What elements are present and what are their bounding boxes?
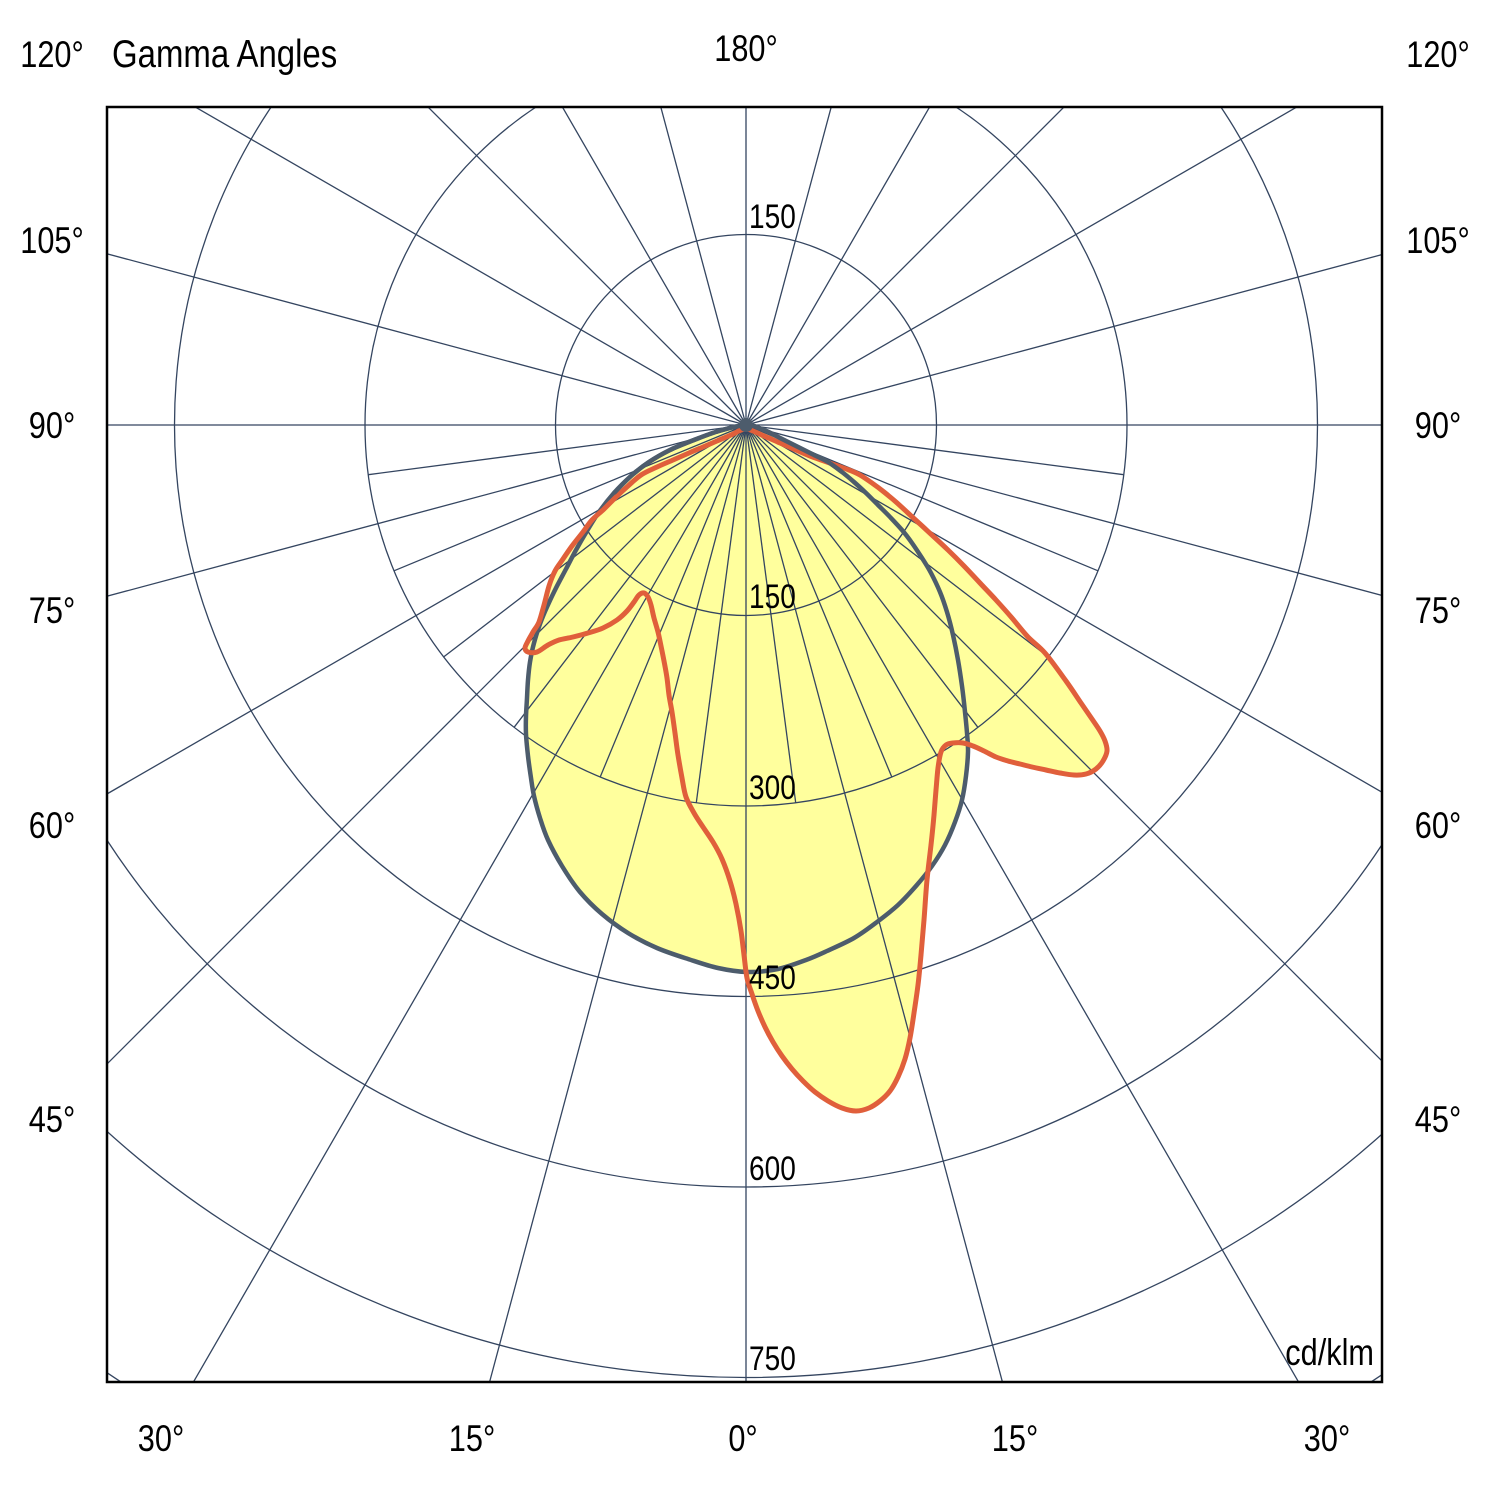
svg-text:105°: 105° (20, 220, 84, 261)
svg-text:120°: 120° (20, 34, 84, 75)
svg-text:90°: 90° (1415, 405, 1461, 446)
svg-text:15°: 15° (449, 1418, 495, 1459)
svg-text:180°: 180° (714, 28, 778, 69)
svg-text:15°: 15° (992, 1418, 1038, 1459)
svg-text:600: 600 (749, 1149, 796, 1187)
svg-text:450: 450 (749, 958, 796, 996)
svg-text:30°: 30° (138, 1418, 184, 1459)
svg-text:90°: 90° (29, 405, 75, 446)
svg-text:300: 300 (749, 768, 796, 806)
svg-text:150: 150 (749, 577, 796, 615)
svg-text:60°: 60° (1415, 805, 1461, 846)
svg-text:30°: 30° (1304, 1418, 1350, 1459)
svg-text:75°: 75° (1415, 590, 1461, 631)
svg-text:105°: 105° (1406, 220, 1470, 261)
svg-text:120°: 120° (1406, 34, 1470, 75)
svg-text:60°: 60° (29, 805, 75, 846)
svg-text:Gamma Angles: Gamma Angles (112, 31, 337, 75)
svg-text:0°: 0° (728, 1418, 757, 1459)
svg-text:45°: 45° (1415, 1099, 1461, 1140)
svg-text:45°: 45° (29, 1099, 75, 1140)
svg-text:75°: 75° (29, 590, 75, 631)
svg-text:cd/klm: cd/klm (1285, 1332, 1374, 1373)
svg-text:150: 150 (749, 197, 796, 235)
svg-text:750: 750 (749, 1339, 796, 1377)
